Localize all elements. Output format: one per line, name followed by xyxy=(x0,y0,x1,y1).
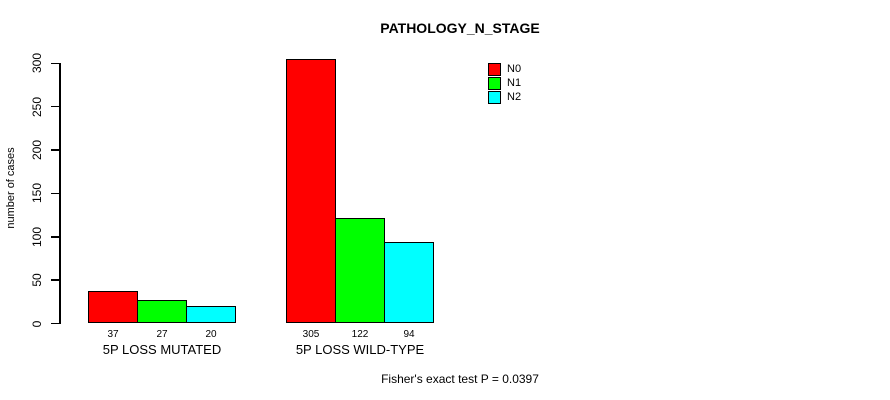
y-tick-label: 250 xyxy=(30,96,44,117)
legend-label: N1 xyxy=(507,77,522,89)
legend-item-n2: N2 xyxy=(488,91,521,104)
y-axis-label: number of cases xyxy=(5,147,17,229)
group-label-wild-type: 5P LOSS WILD-TYPE xyxy=(295,342,425,357)
y-tick-label: 100 xyxy=(30,226,44,247)
legend-label: N2 xyxy=(507,91,522,103)
legend-item-n1: N1 xyxy=(488,77,521,90)
y-tick-label: 200 xyxy=(30,140,44,161)
legend-label: N0 xyxy=(507,63,522,75)
y-tick-mark xyxy=(51,105,59,108)
chart-title: PATHOLOGY_N_STAGE xyxy=(380,20,540,36)
bar-value-label: 305 xyxy=(302,329,320,340)
bar-n0-group1 xyxy=(88,291,138,324)
y-tick-mark xyxy=(51,279,59,281)
bar-n0-group2 xyxy=(286,58,336,324)
legend-item-n0: N0 xyxy=(488,63,521,76)
y-tick-mark xyxy=(51,149,59,151)
bar-n2-group1 xyxy=(186,306,236,324)
legend-swatch-n0 xyxy=(488,63,501,76)
y-tick-mark xyxy=(51,192,59,195)
bar-n1-group2 xyxy=(335,217,385,324)
y-tick-mark xyxy=(51,62,59,65)
bar-value-label: 20 xyxy=(205,329,217,340)
y-tick-mark xyxy=(51,322,59,325)
bar-value-label: 122 xyxy=(351,329,369,340)
y-tick-label: 50 xyxy=(30,273,44,287)
y-tick-label: 0 xyxy=(30,320,44,327)
bar-value-label: 37 xyxy=(107,329,119,340)
y-tick-label: 300 xyxy=(30,53,44,74)
fisher-test-annotation: Fisher's exact test P = 0.0397 xyxy=(381,372,539,386)
bar-value-label: 94 xyxy=(403,329,415,340)
bar-n2-group2 xyxy=(384,241,434,324)
y-axis-line xyxy=(59,63,61,324)
bar-n1-group1 xyxy=(137,300,187,324)
legend-swatch-n2 xyxy=(488,91,501,104)
y-tick-mark xyxy=(51,236,59,238)
legend: N0 N1 N2 xyxy=(488,63,521,105)
group-label-mutated: 5P LOSS MUTATED xyxy=(102,342,222,357)
y-tick-label: 150 xyxy=(30,183,44,204)
legend-swatch-n1 xyxy=(488,77,501,90)
bar-value-label: 27 xyxy=(156,329,168,340)
